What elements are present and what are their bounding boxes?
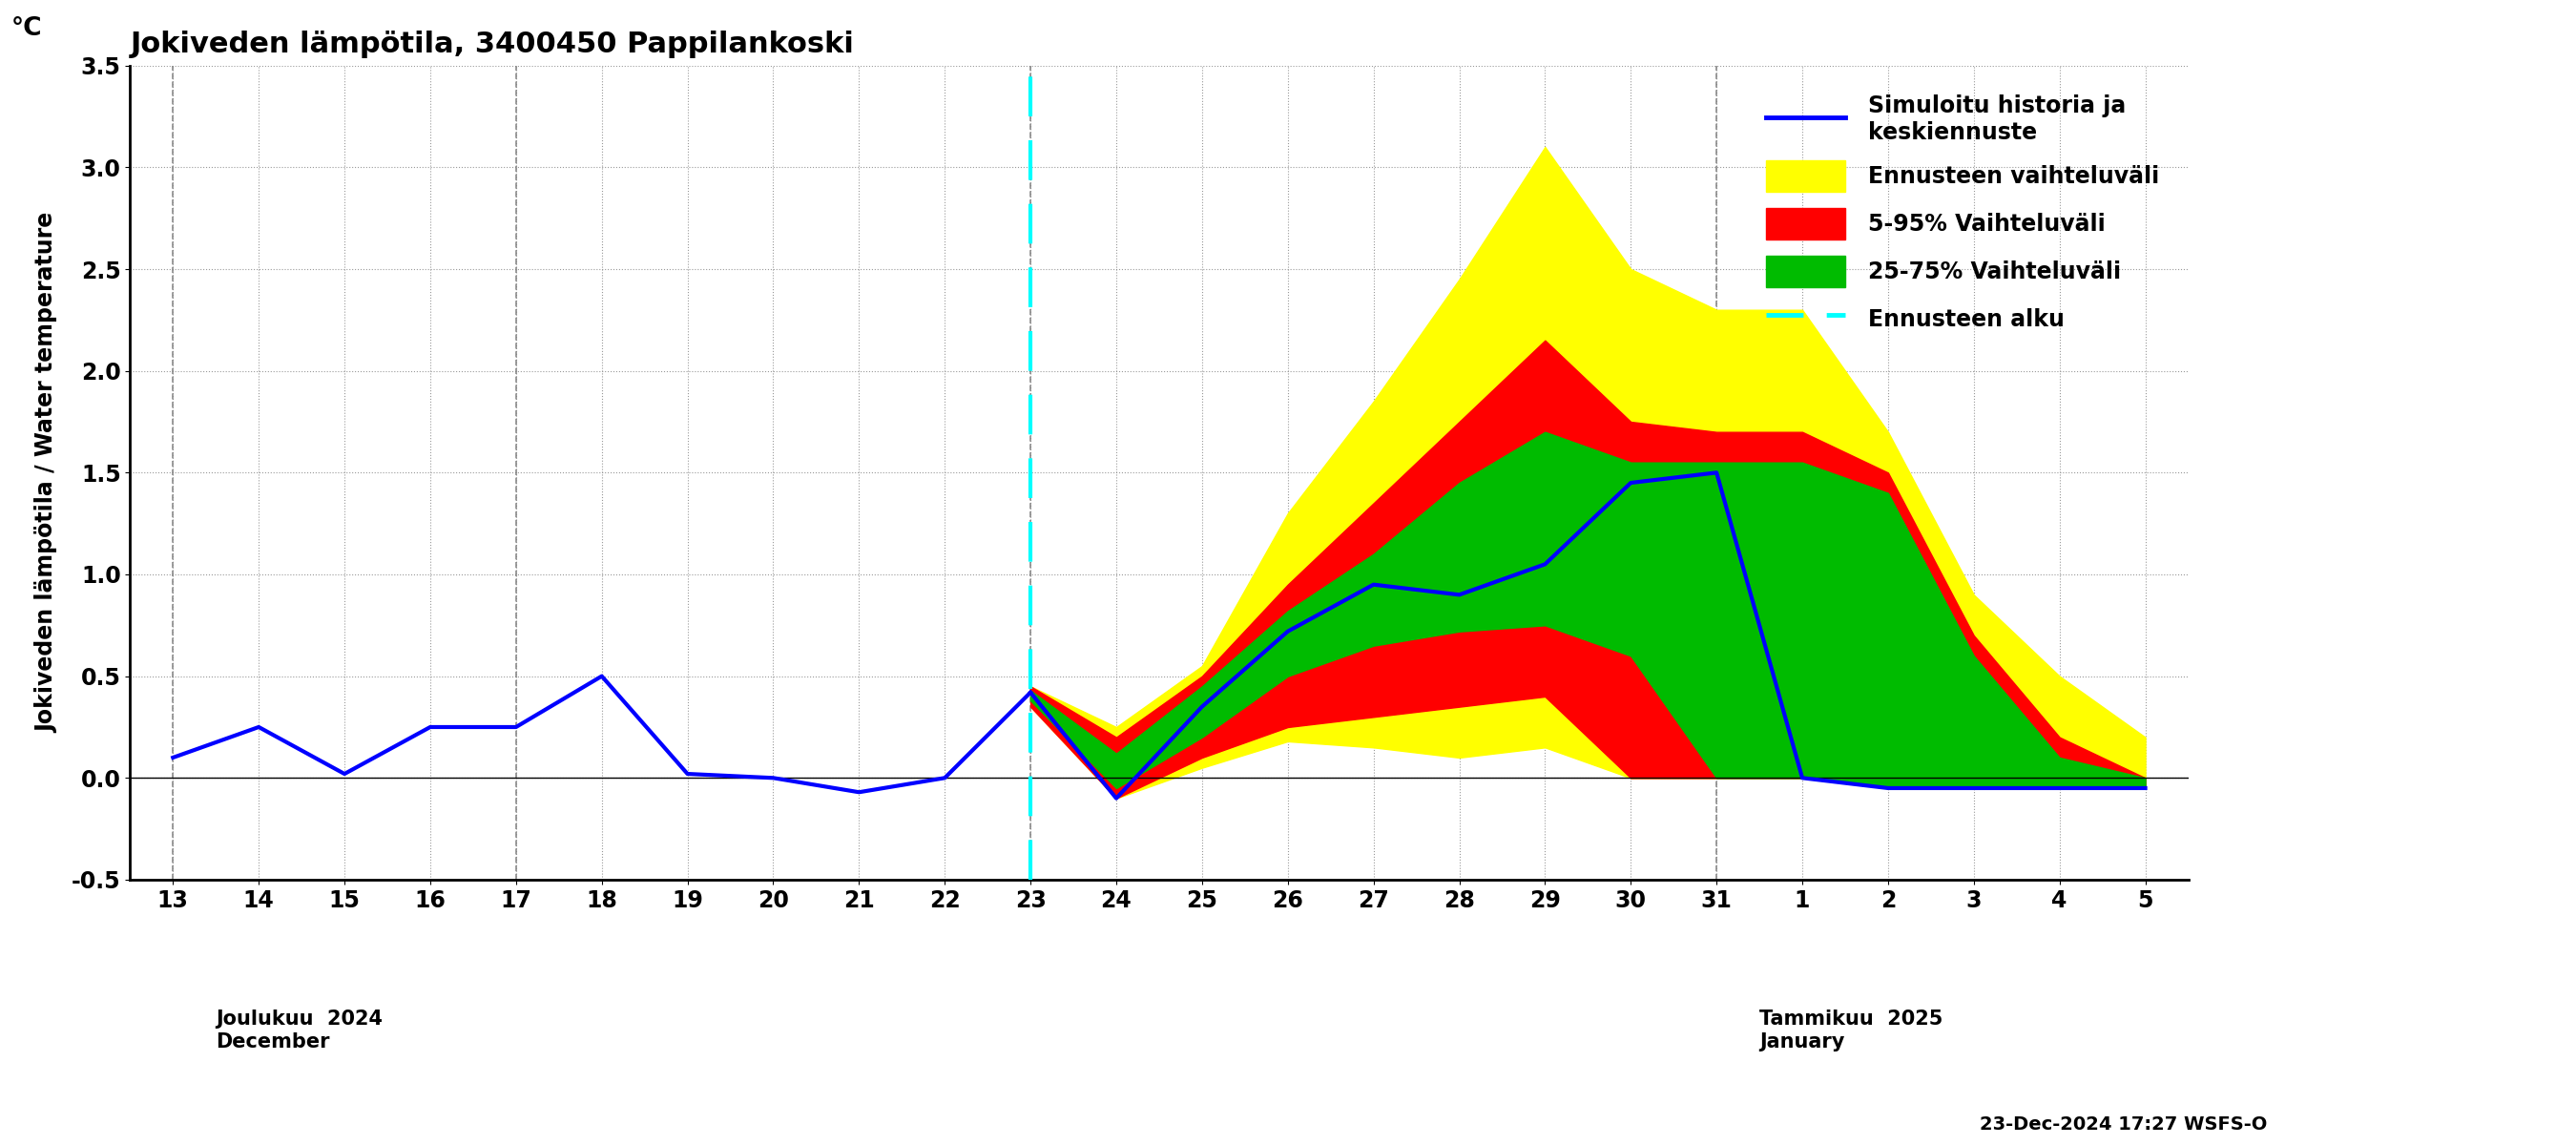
Text: Joulukuu  2024
December: Joulukuu 2024 December bbox=[216, 1010, 384, 1051]
Text: Jokiveden lämpötila, 3400450 Pappilankoski: Jokiveden lämpötila, 3400450 Pappilankos… bbox=[131, 31, 855, 58]
Text: 23-Dec-2024 17:27 WSFS-O: 23-Dec-2024 17:27 WSFS-O bbox=[1978, 1115, 2267, 1134]
Y-axis label: Jokiveden lämpötila / Water temperature: Jokiveden lämpötila / Water temperature bbox=[36, 213, 59, 733]
Text: Tammikuu  2025
January: Tammikuu 2025 January bbox=[1759, 1010, 1942, 1051]
Legend: Simuloitu historia ja
keskiennuste, Ennusteen vaihteluväli, 5-95% Vaihteluväli, : Simuloitu historia ja keskiennuste, Ennu… bbox=[1749, 77, 2177, 353]
Text: °C: °C bbox=[10, 16, 41, 41]
